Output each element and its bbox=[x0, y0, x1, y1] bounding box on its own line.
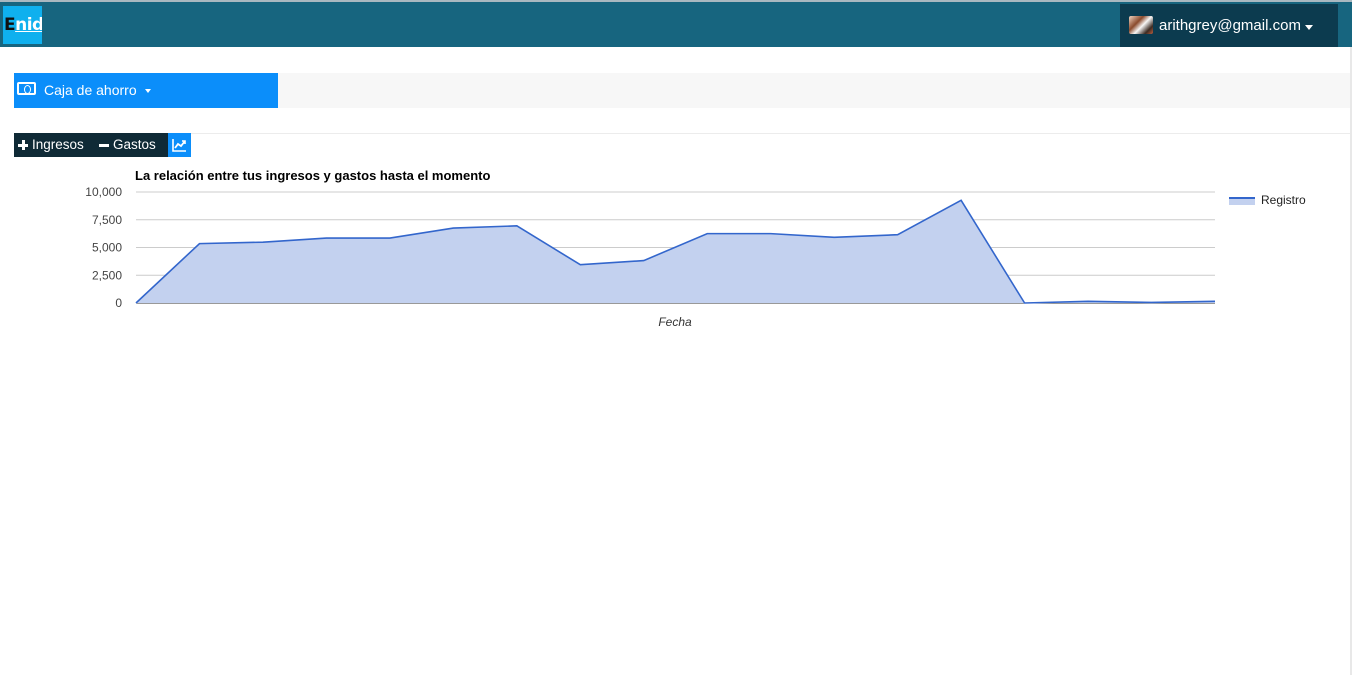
user-menu-dropdown[interactable]: arithgrey@gmail.com bbox=[1120, 4, 1338, 47]
account-dropdown-label: Caja de ahorro bbox=[44, 82, 137, 98]
y-tick-label: 5,000 bbox=[92, 241, 122, 255]
series-line-registro bbox=[135, 199, 1216, 304]
area-chart: La relación entre tus ingresos y gastos … bbox=[85, 168, 1306, 329]
line-chart-icon bbox=[172, 139, 186, 152]
money-icon bbox=[17, 82, 36, 95]
plus-icon bbox=[18, 140, 28, 150]
account-selector-bar: Caja de ahorro bbox=[14, 73, 1352, 108]
series-points bbox=[135, 200, 1216, 304]
chart-legend[interactable]: Registro bbox=[1229, 193, 1306, 207]
area-fill bbox=[136, 200, 1215, 303]
x-axis-label: Fecha bbox=[658, 315, 692, 329]
chevron-down-icon bbox=[144, 89, 151, 94]
chevron-down-icon bbox=[1304, 24, 1313, 30]
y-axis-ticks: 10,000 7,500 5,000 2,500 0 bbox=[85, 185, 122, 310]
legend-label: Registro bbox=[1261, 193, 1306, 207]
minus-icon bbox=[99, 140, 109, 150]
y-tick-label: 7,500 bbox=[92, 213, 122, 227]
user-email: arithgrey@gmail.com bbox=[1159, 17, 1301, 34]
avatar bbox=[1129, 15, 1153, 34]
ingresos-label: Ingresos bbox=[32, 137, 84, 152]
legend-swatch bbox=[1229, 198, 1255, 205]
section-divider bbox=[14, 133, 1352, 134]
gastos-label: Gastos bbox=[113, 137, 156, 152]
y-tick-label: 0 bbox=[115, 296, 122, 310]
scrollbar-track[interactable] bbox=[1350, 47, 1352, 675]
add-ingresos-button[interactable]: Ingresos bbox=[14, 133, 97, 157]
add-gastos-button[interactable]: Gastos bbox=[97, 133, 168, 157]
y-tick-label: 10,000 bbox=[85, 185, 122, 199]
account-dropdown[interactable]: Caja de ahorro bbox=[14, 73, 278, 108]
app-logo[interactable]: Enid bbox=[3, 6, 42, 44]
y-tick-label: 2,500 bbox=[92, 268, 122, 282]
top-navbar: Enid arithgrey@gmail.com bbox=[0, 0, 1352, 47]
chart-title: La relación entre tus ingresos y gastos … bbox=[135, 168, 490, 183]
chart-view-button[interactable] bbox=[168, 133, 191, 157]
